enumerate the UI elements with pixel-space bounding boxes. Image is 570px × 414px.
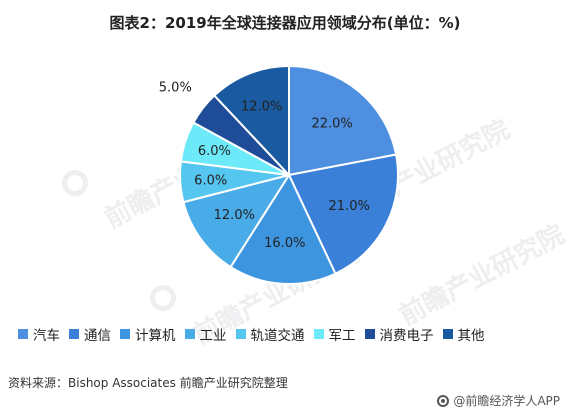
legend-label: 消费电子	[379, 328, 434, 344]
legend-swatch	[313, 329, 324, 339]
pie-slice-1	[288, 64, 398, 177]
legend-swatch	[69, 329, 79, 339]
legend-item-3: 计算机	[120, 324, 176, 344]
legend-label: 轨道交通	[250, 328, 305, 344]
data-label-3: 16.0%	[264, 236, 305, 251]
legend-label: 其他	[457, 328, 485, 344]
brand-logo-icon	[437, 394, 450, 407]
data-label-7: 5.0%	[159, 80, 192, 95]
legend-swatch	[184, 329, 195, 339]
brand-footer: @前瞻经济学人APP	[437, 392, 560, 409]
legend-swatch	[235, 329, 246, 339]
legend: 汽车 通信 计算机 工业 轨道交通 军工 消费电子 其他	[18, 324, 570, 344]
legend-label: 计算机	[135, 328, 176, 344]
pie-slice-4	[182, 173, 292, 269]
legend-item-5: 轨道交通	[235, 324, 305, 344]
chart-title: 图表2：2019年全球连接器应用领域分布(单位：%)	[109, 14, 461, 32]
data-label-2: 21.0%	[329, 199, 370, 214]
legend-label: 工业	[199, 328, 227, 344]
legend-label: 军工	[328, 328, 356, 344]
data-label-5: 6.0%	[194, 173, 227, 188]
legend-item-7: 消费电子	[364, 324, 434, 344]
data-label-6: 6.0%	[198, 144, 231, 159]
pie-slice-8	[212, 64, 290, 178]
legend-label: 汽车	[33, 328, 60, 344]
legend-item-6: 军工	[313, 324, 356, 344]
legend-swatch	[442, 329, 453, 339]
pie-slice-2	[287, 153, 399, 275]
legend-swatch	[364, 329, 375, 339]
legend-item-1: 汽车	[18, 324, 60, 344]
source-note: 资料来源：Bishop Associates 前瞻产业研究院整理	[8, 376, 288, 390]
data-label-1: 22.0%	[311, 116, 352, 131]
data-label-4: 12.0%	[214, 208, 255, 223]
legend-item-8: 其他	[442, 324, 485, 344]
legend-item-4: 工业	[184, 324, 227, 344]
legend-swatch	[120, 329, 130, 339]
pie-slice-3	[229, 172, 337, 285]
legend-item-2: 通信	[69, 324, 111, 344]
brand-text: @前瞻经济学人APP	[453, 394, 560, 408]
legend-label: 通信	[84, 328, 111, 344]
legend-swatch	[18, 329, 28, 339]
data-label-8: 12.0%	[241, 100, 282, 115]
